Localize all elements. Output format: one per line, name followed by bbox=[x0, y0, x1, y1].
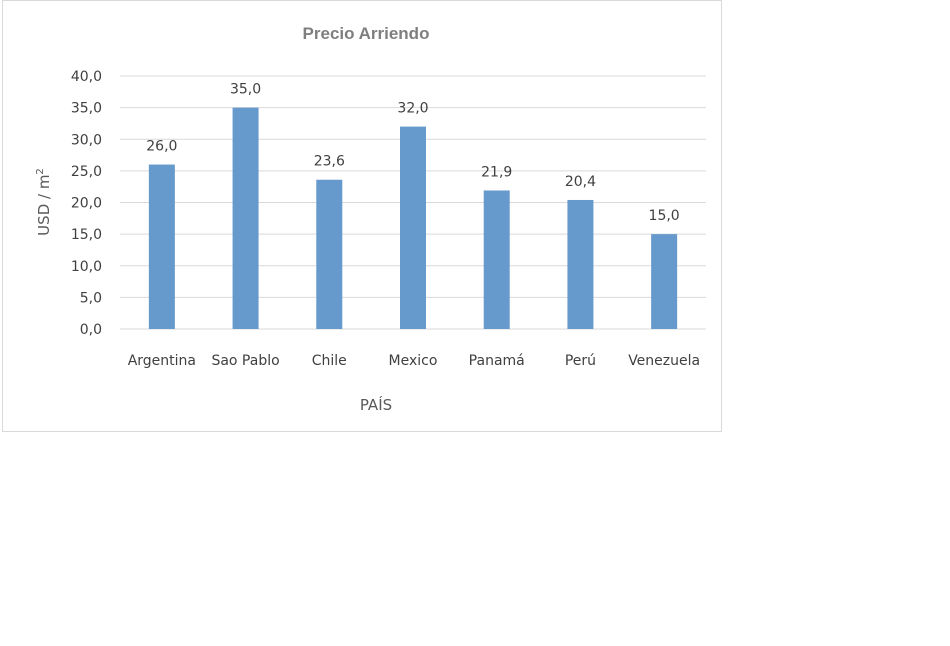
category-label: Sao Pablo bbox=[211, 353, 279, 369]
bar bbox=[400, 126, 426, 329]
y-tick-label: 40,0 bbox=[71, 69, 102, 85]
bars bbox=[148, 107, 678, 329]
bar bbox=[232, 107, 259, 329]
bar bbox=[148, 164, 175, 329]
chart-frame: Precio Arriendo 0,0 5,0 10,0 15,0 20,0 25,0 30… bbox=[2, 0, 722, 432]
y-axis-title: USD / m2 bbox=[35, 168, 53, 236]
value-labels: 26,0 35,0 23,6 32,0 21,9 20,4 15,0 bbox=[146, 82, 679, 225]
y-tick-label: 0,0 bbox=[80, 322, 102, 338]
y-tick-label: 20,0 bbox=[71, 196, 102, 212]
bar-chart: Precio Arriendo 0,0 5,0 10,0 15,0 20,0 25,0 30… bbox=[35, 24, 706, 414]
value-label: 32,0 bbox=[397, 101, 428, 117]
value-label: 35,0 bbox=[230, 82, 261, 98]
value-label: 15,0 bbox=[649, 208, 680, 224]
category-label: Mexico bbox=[389, 353, 438, 369]
category-label: Venezuela bbox=[628, 353, 700, 369]
y-axis-title-main: USD / m bbox=[35, 175, 53, 236]
y-tick-label: 10,0 bbox=[71, 259, 102, 275]
y-axis-ticks: 0,0 5,0 10,0 15,0 20,0 25,0 30,0 35,0 40,0 bbox=[71, 69, 102, 338]
y-tick-label: 30,0 bbox=[71, 132, 102, 148]
chart-title: Precio Arriendo bbox=[303, 24, 430, 43]
category-labels: Argentina Sao Pablo Chile Mexico Panamá Perú V… bbox=[128, 353, 700, 369]
category-label: Chile bbox=[312, 353, 347, 369]
bar bbox=[567, 199, 594, 329]
y-axis-title-superscript: 2 bbox=[35, 168, 46, 174]
category-label: Perú bbox=[565, 353, 596, 369]
x-axis-title: PAÍS bbox=[360, 395, 392, 414]
y-tick-label: 35,0 bbox=[71, 101, 102, 117]
bar bbox=[651, 234, 678, 329]
y-tick-label: 25,0 bbox=[71, 164, 102, 180]
y-tick-label: 5,0 bbox=[80, 290, 102, 306]
bar bbox=[483, 190, 510, 329]
y-tick-label: 15,0 bbox=[71, 227, 102, 243]
category-label: Argentina bbox=[128, 353, 196, 369]
value-label: 26,0 bbox=[146, 139, 177, 155]
value-label: 21,9 bbox=[481, 164, 512, 180]
bar bbox=[316, 179, 343, 329]
value-label: 20,4 bbox=[565, 174, 596, 190]
value-label: 23,6 bbox=[314, 154, 345, 170]
category-label: Panamá bbox=[469, 353, 525, 369]
